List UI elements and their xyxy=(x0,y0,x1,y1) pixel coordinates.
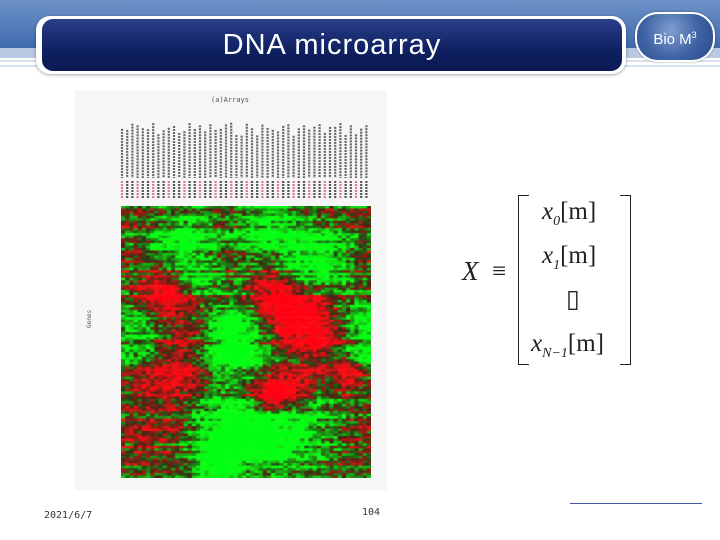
matrix-right-bracket xyxy=(620,195,631,365)
footer-divider xyxy=(570,503,702,504)
matrix-row-ellipsis: ▯ xyxy=(566,286,580,313)
microarray-heatmap xyxy=(121,206,371,478)
title-background xyxy=(42,19,622,71)
genes-label: Genes xyxy=(86,309,93,328)
equation-operator: ≡ xyxy=(492,258,507,285)
matrix-left-bracket xyxy=(518,195,529,365)
matrix-row-last: xN−1[m] xyxy=(531,330,605,361)
equation-lhs: X xyxy=(462,256,479,286)
logo-text: Bio M3 xyxy=(653,30,697,48)
matrix-row-1: x1[m] xyxy=(542,242,597,273)
biom3-logo-icon xyxy=(635,12,715,62)
slide-title: DNA microarray xyxy=(222,29,442,61)
sample-labels-icon xyxy=(120,122,368,198)
footer-date: 2021/6/7 xyxy=(44,510,93,521)
footer-page-number: 104 xyxy=(362,507,381,518)
figure-caption: (a)Arrays xyxy=(211,96,249,104)
matrix-row-0: x0[m] xyxy=(542,198,597,229)
